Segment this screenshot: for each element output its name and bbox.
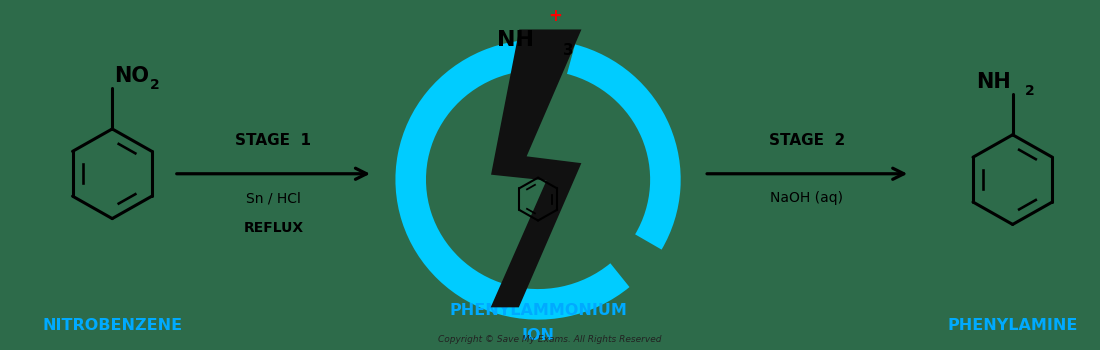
Text: NO: NO <box>114 66 150 86</box>
Text: ION: ION <box>521 328 554 343</box>
Text: NH: NH <box>976 72 1011 92</box>
Text: 2: 2 <box>1024 84 1034 98</box>
Text: NITROBENZENE: NITROBENZENE <box>42 318 183 333</box>
Text: REFLUX: REFLUX <box>243 220 304 234</box>
Text: Sn / HCl: Sn / HCl <box>246 191 300 205</box>
Text: STAGE  2: STAGE 2 <box>769 133 845 148</box>
Polygon shape <box>493 30 580 306</box>
Text: NaOH (aq): NaOH (aq) <box>770 191 844 205</box>
Text: +: + <box>548 7 562 24</box>
Text: 3: 3 <box>563 43 573 58</box>
Text: PHENYLAMINE: PHENYLAMINE <box>947 318 1078 333</box>
Text: Copyright © Save My Exams. All Rights Reserved: Copyright © Save My Exams. All Rights Re… <box>438 335 662 344</box>
Text: PHENYLAMMONIUM: PHENYLAMMONIUM <box>449 303 627 318</box>
Text: NH: NH <box>497 30 535 50</box>
Text: 2: 2 <box>150 78 160 92</box>
Text: STAGE  1: STAGE 1 <box>235 133 311 148</box>
